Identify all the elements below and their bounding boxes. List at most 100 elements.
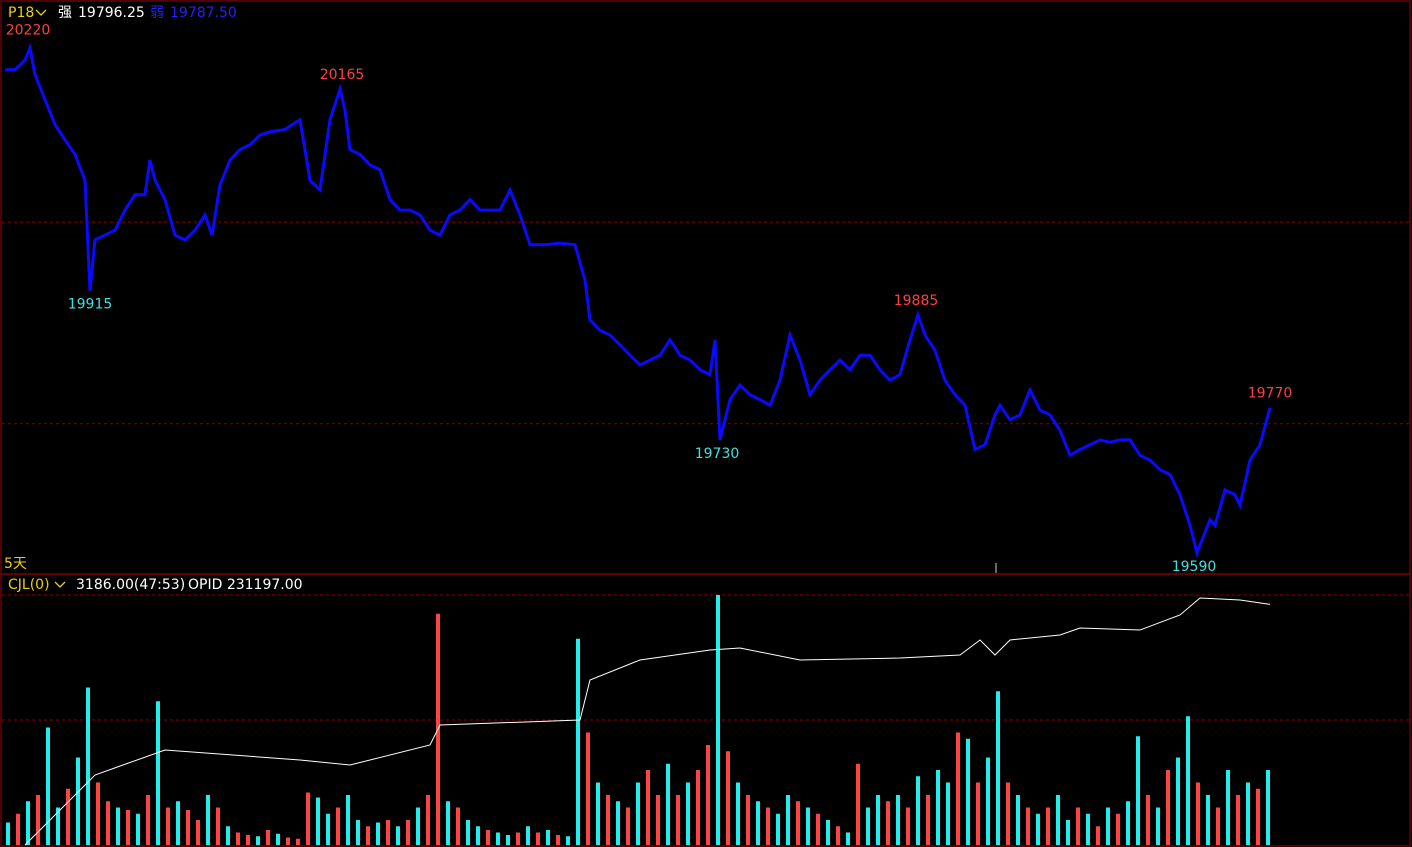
volume-bar — [1146, 795, 1150, 845]
volume-bar — [36, 795, 40, 845]
indicator[interactable]: CJL(0) — [8, 577, 50, 593]
volume-bar — [1256, 788, 1260, 845]
volume-bar — [976, 782, 980, 845]
volume-bar — [106, 801, 110, 845]
volume-bar — [706, 745, 710, 845]
volume-bar — [946, 782, 950, 845]
volume-bar — [1086, 813, 1090, 845]
volume-bar — [286, 837, 290, 845]
volume-bar — [746, 795, 750, 845]
volume-bar — [716, 595, 720, 845]
chevron[interactable] — [54, 581, 66, 588]
volume-bar — [646, 770, 650, 845]
chevron[interactable] — [35, 9, 47, 16]
volume-bar — [736, 782, 740, 845]
volume-bar — [176, 801, 180, 845]
volume-bar — [356, 820, 360, 845]
volume-value: 3186.00(47:53) — [76, 577, 185, 593]
volume-bar — [376, 822, 380, 845]
extreme-label: 20220 — [6, 23, 51, 39]
volume-bar — [296, 838, 300, 845]
volume-bar — [1176, 757, 1180, 845]
volume-bar — [506, 835, 510, 845]
volume-bar — [786, 795, 790, 845]
volume-bar — [206, 795, 210, 845]
volume-bar — [406, 820, 410, 845]
volume-bar — [966, 738, 970, 845]
volume-bar — [1226, 770, 1230, 845]
volume-bar — [536, 832, 540, 845]
extreme-label: 19590 — [1172, 559, 1217, 575]
volume-bar — [1236, 795, 1240, 845]
price-line — [5, 42, 1272, 558]
volume-bar — [1246, 782, 1250, 845]
volume-bar — [146, 795, 150, 845]
volume-bar — [916, 776, 920, 845]
volume-bar — [306, 792, 310, 845]
volume-bar — [676, 795, 680, 845]
volume-bar — [276, 833, 280, 845]
volume-bar — [256, 836, 260, 845]
volume-bar — [1156, 807, 1160, 845]
volume-bar — [1026, 807, 1030, 845]
volume-bar — [686, 782, 690, 845]
volume-bar — [1106, 807, 1110, 845]
volume-bar — [476, 826, 480, 845]
volume-bar — [236, 832, 240, 845]
volume-bar — [266, 830, 270, 845]
volume-bar — [1116, 813, 1120, 845]
extreme-label: 19885 — [894, 293, 939, 309]
volume-bar — [936, 770, 940, 845]
volume-bar — [846, 832, 850, 845]
volume-bar — [26, 801, 30, 845]
weak-value: 19787.50 — [170, 5, 237, 21]
extreme-label: 19915 — [68, 297, 113, 313]
volume-bar — [426, 795, 430, 845]
volume-bar — [906, 807, 910, 845]
volume-bar — [1136, 736, 1140, 845]
volume-bar — [246, 835, 250, 845]
volume-bar — [766, 807, 770, 845]
volume-bar — [616, 801, 620, 845]
volume-bar — [866, 807, 870, 845]
volume-bar — [16, 813, 20, 845]
volume-bar — [416, 807, 420, 845]
volume-bar — [1216, 807, 1220, 845]
volume-bar — [1126, 801, 1130, 845]
volume-bar — [6, 822, 10, 845]
volume-bar — [626, 807, 630, 845]
volume-bar — [696, 770, 700, 845]
volume-bar — [1096, 826, 1100, 845]
volume-bar — [86, 687, 90, 845]
volume-bar — [386, 820, 390, 845]
volume-bar — [1066, 820, 1070, 845]
period[interactable]: P18 — [8, 5, 34, 21]
volume-bar — [526, 826, 530, 845]
volume-bar — [1166, 770, 1170, 845]
volume-bar — [886, 801, 890, 845]
extreme-label: 20165 — [320, 67, 365, 83]
volume-bar — [856, 763, 860, 845]
volume-bar — [66, 788, 70, 845]
volume-bar — [326, 813, 330, 845]
strong-value: 19796.25 — [78, 5, 145, 21]
volume-bar — [666, 763, 670, 845]
opid-line — [24, 597, 1271, 846]
volume-bar — [636, 782, 640, 845]
volume-bar — [986, 757, 990, 845]
volume-bar — [486, 830, 490, 845]
volume-bar — [46, 727, 50, 845]
volume-bar — [456, 807, 460, 845]
volume-bar — [546, 830, 550, 845]
volume-bar — [796, 801, 800, 845]
volume-bar — [756, 801, 760, 845]
volume-bar — [216, 807, 220, 845]
volume-bar — [926, 795, 930, 845]
strong-label: 强 — [58, 5, 72, 21]
volume-bar — [516, 832, 520, 845]
weak-label: 弱 — [150, 5, 164, 21]
volume-bar — [556, 835, 560, 845]
